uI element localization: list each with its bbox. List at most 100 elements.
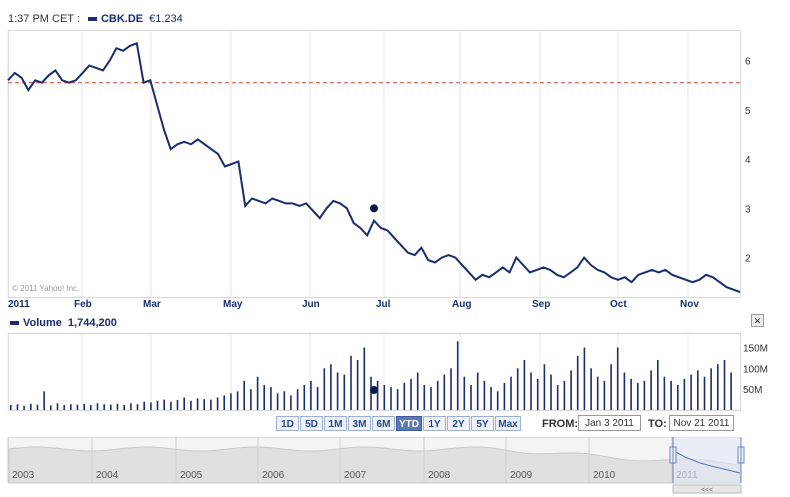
price-x-tick-label: Jun [302,299,320,310]
volume-bar [710,368,712,410]
from-date-input[interactable]: Jan 3 2011 [578,415,641,431]
overview-selection[interactable] [673,437,741,483]
volume-bar [336,372,339,410]
volume-bar [63,405,65,410]
zoom-max-button[interactable]: Max [495,416,521,431]
zoom-5d-button[interactable]: 5D [300,416,323,431]
overview-year-label: 2007 [344,470,367,481]
volume-bar [670,380,672,410]
volume-bar [596,376,599,410]
volume-bar [576,355,579,410]
volume-bar [256,376,259,410]
price-grid [7,31,689,297]
volume-chart[interactable]: 50M 100M 150M [0,333,790,413]
volume-bar [643,380,646,410]
volume-bar [363,347,366,410]
volume-y-axis: 50M 100M 150M [743,344,768,397]
volume-bar [43,391,45,411]
zoom-5y-button[interactable]: 5Y [471,416,494,431]
volume-bar [290,395,292,410]
price-y-tick-label: 6 [745,57,751,68]
volume-bar [563,380,566,410]
close-icon: ✕ [753,316,762,326]
volume-bar [323,368,326,410]
price-x-tick-label: Aug [452,299,471,310]
volume-bar [316,387,319,410]
volume-bar [723,360,726,410]
zoom-2y-button[interactable]: 2Y [447,416,470,431]
volume-bar [423,385,426,410]
volume-bar [30,403,32,411]
volume-bar [637,382,639,410]
zoom-1d-button[interactable]: 1D [276,416,299,431]
volume-bar [490,387,492,410]
volume-bar [216,397,219,410]
volume-bar [116,403,119,411]
volume-bar [330,364,332,410]
price-x-tick-label: May [223,299,243,310]
close-volume-button[interactable]: ✕ [751,314,764,327]
volume-bar [283,391,286,411]
volume-bar [10,405,12,410]
to-date-input[interactable]: Nov 21 2011 [669,415,734,431]
series-swatch-icon [87,16,97,21]
price-x-tick-label: Jul [376,299,391,310]
volume-bar [163,399,165,410]
volume-bar [703,376,706,410]
overview-year-label: 2003 [12,470,35,481]
volume-label: Volume [23,317,62,329]
volume-bar [510,376,512,410]
price-y-axis: 2 3 4 5 6 [745,57,751,265]
from-label: FROM: [542,418,579,430]
volume-header: Volume 1,744,200 [8,315,117,331]
price-y-tick-label: 4 [745,155,751,166]
zoom-ytd-button[interactable]: YTD [396,416,422,431]
volume-bar [130,403,132,410]
overview-year-label: 2010 [593,470,616,481]
volume-bars [10,341,732,411]
volume-bar [90,405,92,410]
volume-bar [103,404,105,410]
price-x-tick-label: Mar [143,299,161,310]
volume-bar [276,393,279,410]
zoom-6m-button[interactable]: 6M [372,416,395,431]
price-series-line [7,41,741,294]
volume-bar [543,364,546,410]
volume-bar [663,376,666,410]
volume-bar [403,382,406,410]
price-marker [370,204,378,213]
volume-bar [210,399,212,410]
price-y-tick-label: 2 [745,254,751,265]
volume-bar [196,398,199,410]
volume-bar [463,376,466,410]
volume-bar [456,341,459,411]
volume-bar [123,405,125,410]
volume-bar [717,364,719,410]
volume-grid [7,334,689,410]
volume-marker [370,386,378,394]
zoom-1y-button[interactable]: 1Y [423,416,446,431]
volume-bar [610,364,612,410]
volume-bar [36,404,39,410]
price-chart[interactable]: 2011 Feb Mar May Jun Jul Aug Sep Oct Nov 2 3 4 5 6 © … [0,0,790,310]
volume-y-tick-label: 50M [743,385,762,396]
volume-bar [143,401,145,410]
volume-bar [236,391,239,411]
price-y-tick-label: 3 [745,204,751,215]
price-x-tick-label: Sep [532,299,550,310]
ticker-symbol: CBK.DE [100,13,144,25]
volume-bar [370,376,372,410]
volume-bar [343,374,346,410]
volume-y-tick-label: 100M [743,364,768,375]
volume-bar [223,395,225,410]
price-x-tick-label: Feb [74,299,92,310]
zoom-3m-button[interactable]: 3M [348,416,371,431]
overview-chart[interactable]: 200320042005200620072008200920102011 <<< [0,437,790,497]
zoom-1m-button[interactable]: 1M [324,416,347,431]
volume-bar [230,393,232,410]
volume-bar [436,380,439,410]
volume-bar [296,389,299,410]
volume-bar [376,380,379,410]
volume-bar [556,385,559,410]
overview-scrollbar[interactable] [672,484,742,494]
